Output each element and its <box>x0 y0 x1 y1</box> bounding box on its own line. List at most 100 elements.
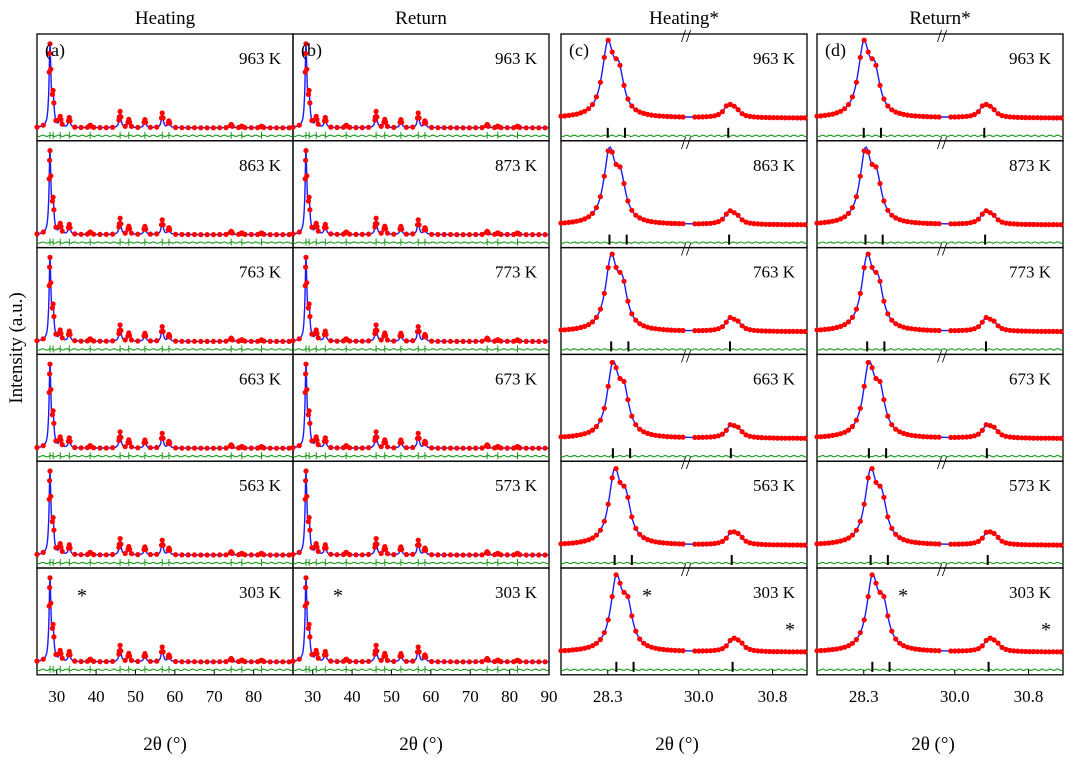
observed-point <box>441 125 447 131</box>
observed-point <box>236 231 242 237</box>
observed-point <box>122 657 128 663</box>
observed-point <box>340 658 346 664</box>
observed-point <box>384 123 391 129</box>
observed-point <box>842 322 848 328</box>
observed-point <box>1050 435 1056 441</box>
observed-point <box>967 647 974 654</box>
observed-point <box>723 319 729 325</box>
observed-point <box>286 552 292 558</box>
observed-point <box>303 371 309 377</box>
observed-point <box>956 114 962 120</box>
observed-point <box>492 552 498 558</box>
observed-point <box>185 338 191 344</box>
observed-point <box>822 112 828 118</box>
observed-point <box>49 412 56 418</box>
observed-point <box>1054 542 1060 548</box>
observed-point <box>267 552 273 558</box>
observed-point <box>747 540 753 546</box>
observed-point <box>255 231 261 238</box>
observed-point <box>574 218 580 224</box>
observed-point <box>786 649 792 655</box>
observed-point <box>786 222 792 228</box>
observed-point <box>159 110 165 116</box>
x-axis-label-c: 2θ (°) <box>655 734 699 755</box>
observed-point <box>309 438 315 444</box>
panel-1-2: 773 K <box>290 246 550 356</box>
observed-point <box>59 335 65 341</box>
observed-point <box>932 327 938 333</box>
observed-point <box>566 540 572 546</box>
observed-point <box>296 549 302 556</box>
observed-point <box>485 657 491 663</box>
observed-point <box>747 220 753 226</box>
observed-point <box>204 125 210 131</box>
observed-point <box>429 124 435 131</box>
observed-point <box>798 328 804 335</box>
panel-1-1: 873 K <box>290 140 550 249</box>
observed-point <box>1015 541 1021 548</box>
observed-point <box>597 417 604 423</box>
observed-point <box>517 445 523 451</box>
observed-point <box>802 115 808 121</box>
observed-point <box>416 328 422 335</box>
observed-point <box>1030 649 1037 655</box>
observed-point <box>731 423 737 429</box>
observed-point <box>48 600 54 606</box>
temperature-label: 863 K <box>239 156 282 175</box>
observed-point <box>383 546 389 552</box>
difference-curve <box>292 454 550 458</box>
observed-point <box>881 96 887 102</box>
observed-point <box>708 541 714 547</box>
observed-point <box>700 221 706 227</box>
observed-point <box>229 337 235 343</box>
observed-point <box>304 386 310 393</box>
difference-curve <box>560 454 808 458</box>
temperature-label: 303 K <box>495 583 538 602</box>
observed-point <box>704 327 710 333</box>
observed-point <box>782 649 789 655</box>
observed-point <box>236 445 242 451</box>
observed-point <box>510 125 517 131</box>
observed-point <box>447 338 454 344</box>
x-axis-label-a: 2θ (°) <box>143 734 187 755</box>
observed-point <box>479 552 485 558</box>
observed-point <box>210 232 216 238</box>
observed-point <box>999 113 1005 119</box>
observed-point <box>952 541 958 547</box>
observed-point <box>597 194 604 200</box>
observed-point <box>340 551 346 558</box>
observed-point <box>889 212 895 218</box>
observed-point <box>305 91 311 97</box>
observed-point <box>229 444 235 450</box>
axis-break-icon: // <box>681 240 691 260</box>
observed-point <box>700 648 706 654</box>
observed-point <box>901 218 907 224</box>
x-tick-label: 60 <box>422 687 439 706</box>
observed-point <box>53 331 59 337</box>
observed-point <box>589 319 596 325</box>
observed-point <box>759 114 765 120</box>
observed-point <box>767 328 773 334</box>
observed-point <box>48 173 54 179</box>
observed-point <box>778 649 785 655</box>
observed-point <box>617 479 623 485</box>
observed-point <box>790 328 796 334</box>
panel-0-3: 663 K <box>34 353 294 462</box>
observed-point <box>932 541 938 547</box>
observed-point <box>1007 114 1013 120</box>
observed-point <box>384 230 391 236</box>
observed-point <box>979 427 985 433</box>
observed-point <box>147 551 153 558</box>
observed-point <box>510 659 517 665</box>
observed-point <box>586 537 592 543</box>
observed-point <box>58 437 64 443</box>
observed-point <box>84 231 90 237</box>
observed-point <box>147 658 153 664</box>
observed-point <box>59 442 65 448</box>
observed-point <box>558 113 564 119</box>
difference-curve <box>816 668 1064 672</box>
observed-point <box>441 338 447 344</box>
observed-point <box>116 651 122 657</box>
observed-point <box>454 659 460 665</box>
observed-point <box>53 224 59 230</box>
